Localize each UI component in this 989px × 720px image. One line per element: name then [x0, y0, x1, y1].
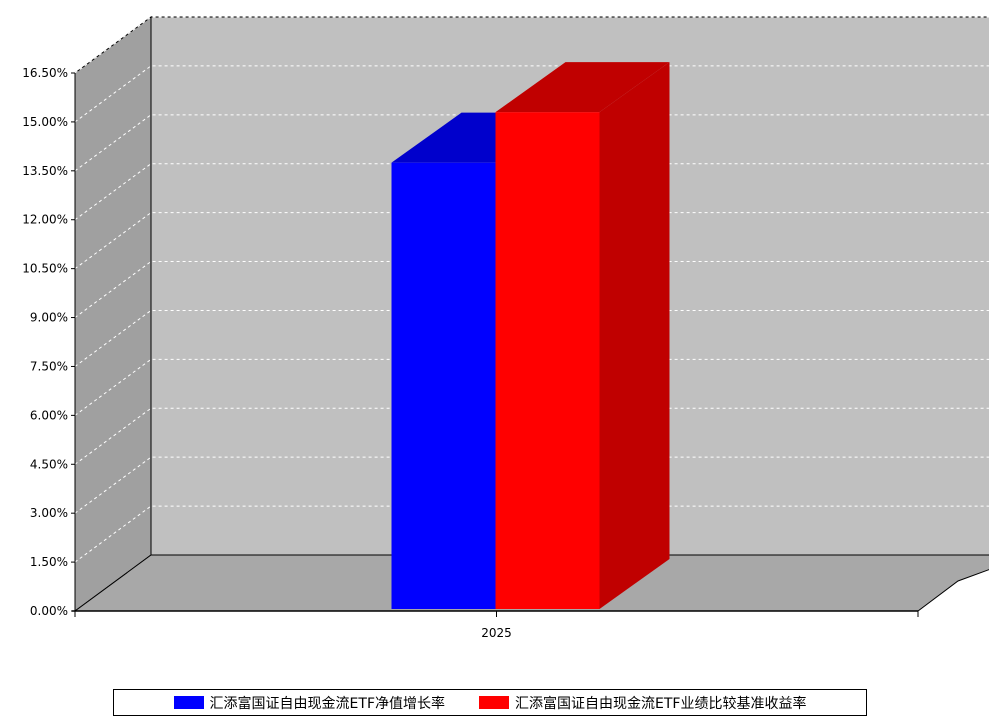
y-tick-label: 12.00%: [22, 213, 68, 227]
gridline: [74, 358, 989, 416]
gridline: [74, 261, 989, 318]
y-axis-ticks: 0.00% 1.50% 3.00% 4.50% 6.00% 7.50% 9.00% 10.50…: [22, 66, 75, 618]
gridline: [74, 407, 989, 465]
y-tick-label: 0.00%: [30, 604, 68, 618]
side-wall: [74, 16, 152, 612]
legend-item-series-1: 汇添富国证自由现金流ETF净值增长率: [173, 693, 445, 713]
bar-side-series-2: [599, 62, 670, 610]
gridline: [74, 505, 989, 563]
y-tick-label: 1.50%: [30, 555, 68, 569]
y-tick-label: 4.50%: [30, 457, 68, 471]
y-tick-label: 6.00%: [30, 408, 68, 422]
x-tick-label: 2025: [481, 626, 512, 640]
gridline: [74, 114, 989, 172]
gridline: [74, 456, 989, 514]
gridline: [74, 163, 989, 221]
legend-swatch-series-2: [479, 696, 509, 709]
y-tick-label: 15.00%: [22, 115, 68, 129]
legend: 汇添富国证自由现金流ETF净值增长率 汇添富国证自由现金流ETF业绩比较基准收益…: [113, 689, 867, 716]
y-tick-label: 13.50%: [22, 164, 68, 178]
legend-swatch-series-1: [173, 696, 204, 709]
y-tick-label: 9.00%: [30, 311, 68, 325]
legend-label-series-1: 汇添富国证自由现金流ETF净值增长率: [209, 695, 445, 712]
bar-top-series-2: [495, 62, 670, 113]
y-tick-label: 10.50%: [22, 262, 68, 276]
gridline: [74, 309, 989, 367]
gridline: [74, 65, 989, 123]
y-tick-label: 16.50%: [22, 66, 68, 80]
legend-item-series-2: 汇添富国证自由现金流ETF业绩比较基准收益率: [479, 693, 806, 713]
gridlines: [74, 16, 989, 563]
x-axis-ticks: 2025: [481, 626, 512, 640]
gridline: [74, 16, 989, 74]
axes: [72, 73, 919, 617]
y-tick-label: 7.50%: [30, 359, 68, 373]
bar-series-1: [391, 162, 496, 609]
legend-label-series-2: 汇添富国证自由现金流ETF业绩比较基准收益率: [515, 695, 807, 712]
y-tick-label: 3.00%: [30, 506, 68, 520]
gridline: [74, 212, 989, 270]
bar-series-2: [495, 112, 600, 610]
bars: [391, 62, 670, 610]
